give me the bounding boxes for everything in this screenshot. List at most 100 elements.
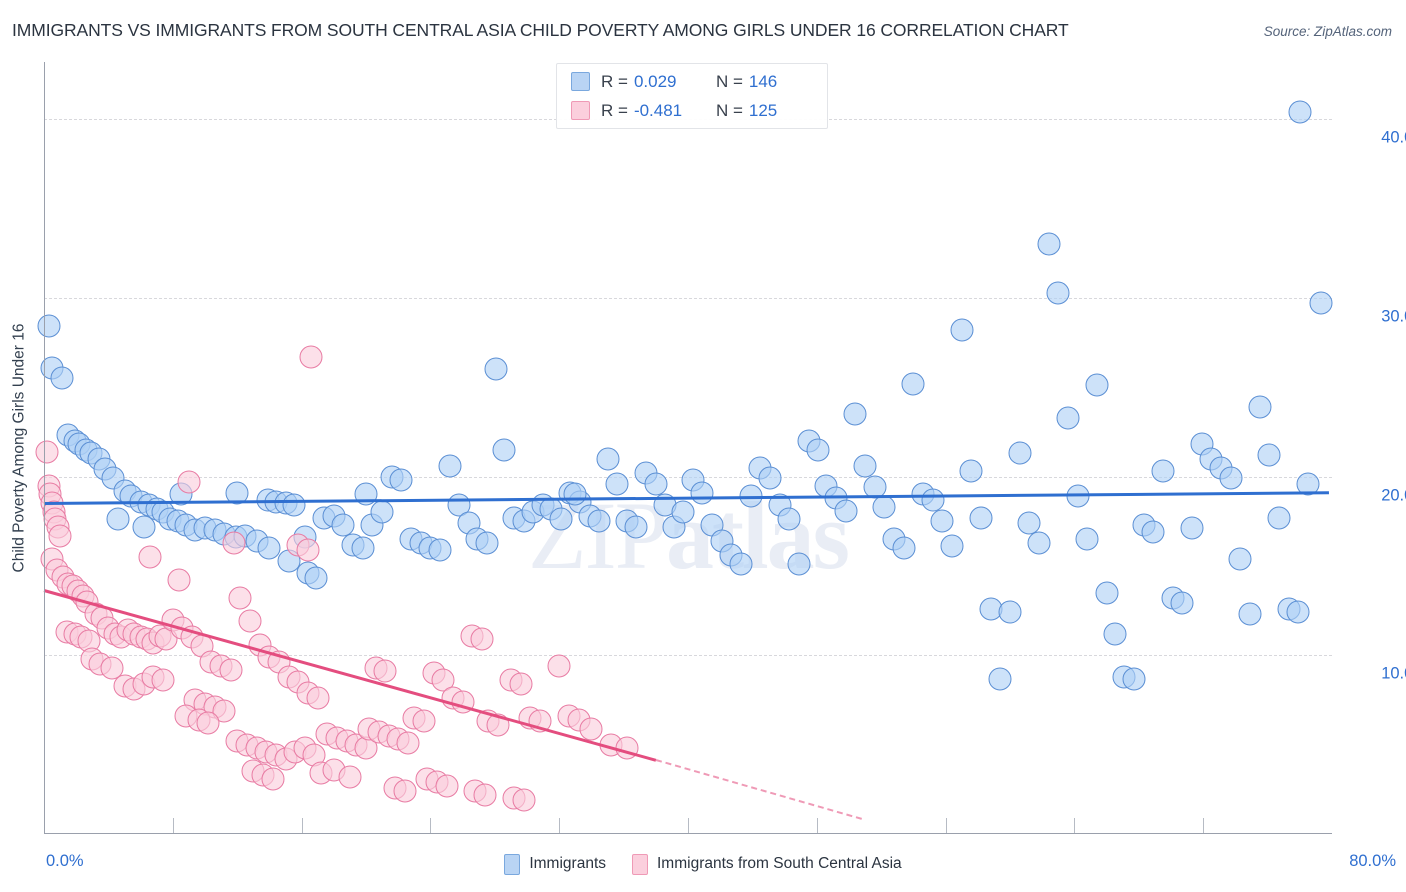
page-title: IMMIGRANTS VS IMMIGRANTS FROM SOUTH CENT… bbox=[12, 20, 1069, 40]
stats-row-blue: R = 0.029 N = 146 bbox=[571, 67, 827, 96]
data-point bbox=[338, 765, 362, 789]
data-point bbox=[354, 482, 378, 506]
data-point bbox=[100, 656, 124, 680]
data-point bbox=[177, 470, 201, 494]
data-point bbox=[306, 686, 330, 710]
data-point bbox=[1248, 395, 1272, 419]
data-point bbox=[35, 440, 59, 464]
data-point bbox=[373, 659, 397, 683]
data-point bbox=[1238, 602, 1262, 626]
x-axis-tick bbox=[301, 818, 303, 834]
data-point bbox=[739, 484, 763, 508]
plot-area: ZIPatlas 10.0%20.0%30.0%40.0% bbox=[35, 62, 1406, 834]
x-axis-max-label: 80.0% bbox=[1349, 852, 1396, 870]
data-point bbox=[1037, 232, 1061, 256]
data-point bbox=[167, 568, 191, 592]
data-point bbox=[261, 767, 285, 791]
data-point bbox=[299, 345, 323, 369]
y-tick-label: 40.0% bbox=[1381, 128, 1406, 147]
data-point bbox=[396, 731, 420, 755]
n-value-pink: 125 bbox=[748, 100, 778, 120]
data-point bbox=[872, 495, 896, 519]
data-point bbox=[579, 717, 603, 741]
data-point bbox=[892, 536, 916, 560]
data-point bbox=[212, 699, 236, 723]
y-tick-label: 10.0% bbox=[1381, 664, 1406, 683]
x-axis-tick bbox=[1074, 818, 1076, 834]
data-point bbox=[412, 709, 436, 733]
r-value-pink: -0.481 bbox=[633, 100, 683, 120]
data-point bbox=[1103, 622, 1127, 646]
y-axis-title: Child Poverty Among Girls Under 16 bbox=[6, 62, 32, 834]
x-axis-tick bbox=[172, 818, 174, 834]
data-point bbox=[1066, 484, 1090, 508]
data-point bbox=[1257, 443, 1281, 467]
data-point bbox=[863, 475, 887, 499]
legend-color-south-central-asia bbox=[632, 853, 648, 875]
data-point bbox=[1085, 373, 1109, 397]
data-point bbox=[901, 372, 925, 396]
plot-background bbox=[44, 62, 1332, 834]
data-point bbox=[132, 515, 156, 539]
data-point bbox=[528, 709, 552, 733]
data-point bbox=[435, 774, 458, 798]
data-point bbox=[470, 627, 494, 651]
data-point bbox=[1151, 459, 1175, 483]
data-point bbox=[587, 509, 611, 533]
x-axis-line bbox=[44, 833, 1332, 834]
r-label-pink: R = bbox=[601, 100, 628, 120]
r-value-blue: 0.029 bbox=[633, 71, 677, 91]
data-point bbox=[1309, 291, 1333, 315]
data-point bbox=[50, 366, 74, 390]
legend-swatch-south-central-asia bbox=[571, 101, 590, 120]
legend-item-immigrants[interactable]: Immigrants bbox=[504, 853, 606, 875]
correlation-stats-box: R = 0.029 N = 146 R = -0.481 N = 125 bbox=[556, 63, 828, 129]
data-point bbox=[222, 531, 246, 555]
y-tick-label: 20.0% bbox=[1381, 486, 1406, 505]
gridline-30 bbox=[44, 297, 1332, 299]
y-axis-title-text: Child Poverty Among Girls Under 16 bbox=[10, 323, 27, 573]
data-point bbox=[473, 783, 497, 807]
data-point bbox=[1296, 472, 1320, 496]
data-point bbox=[475, 531, 499, 555]
data-point bbox=[484, 357, 508, 381]
stats-row-pink: R = -0.481 N = 125 bbox=[571, 96, 827, 125]
x-axis-tick bbox=[1203, 818, 1205, 834]
data-point bbox=[393, 779, 417, 803]
data-point bbox=[238, 609, 262, 633]
legend-swatch-immigrants bbox=[571, 72, 590, 91]
n-value-blue: 146 bbox=[748, 71, 778, 91]
data-point bbox=[1228, 547, 1252, 571]
data-point bbox=[296, 538, 320, 562]
data-point bbox=[509, 672, 533, 696]
data-point bbox=[106, 507, 130, 531]
legend-item-south-central-asia[interactable]: Immigrants from South Central Asia bbox=[632, 853, 902, 875]
data-point bbox=[787, 552, 811, 576]
data-point bbox=[1286, 600, 1310, 624]
data-point bbox=[549, 507, 573, 531]
data-point bbox=[950, 318, 974, 342]
legend-color-immigrants bbox=[504, 853, 521, 875]
data-point bbox=[1288, 100, 1312, 124]
n-label-pink: N = bbox=[715, 100, 743, 120]
y-tick-label: 30.0% bbox=[1381, 307, 1406, 326]
data-point bbox=[257, 536, 281, 560]
x-axis-tick bbox=[688, 818, 689, 834]
data-point bbox=[921, 488, 945, 512]
n-label-blue: N = bbox=[715, 71, 743, 91]
data-point bbox=[196, 711, 220, 735]
data-point bbox=[940, 534, 964, 558]
y-axis-line bbox=[44, 62, 45, 834]
data-point bbox=[1017, 511, 1041, 535]
data-point bbox=[563, 482, 587, 506]
data-point bbox=[615, 736, 639, 760]
data-point bbox=[282, 493, 306, 517]
data-point bbox=[690, 481, 714, 505]
x-axis-tick bbox=[559, 818, 561, 834]
data-point bbox=[370, 500, 394, 524]
data-point bbox=[1046, 281, 1070, 305]
data-point bbox=[37, 314, 61, 338]
legend-label-immigrants: Immigrants bbox=[529, 855, 606, 872]
data-point bbox=[758, 466, 782, 490]
